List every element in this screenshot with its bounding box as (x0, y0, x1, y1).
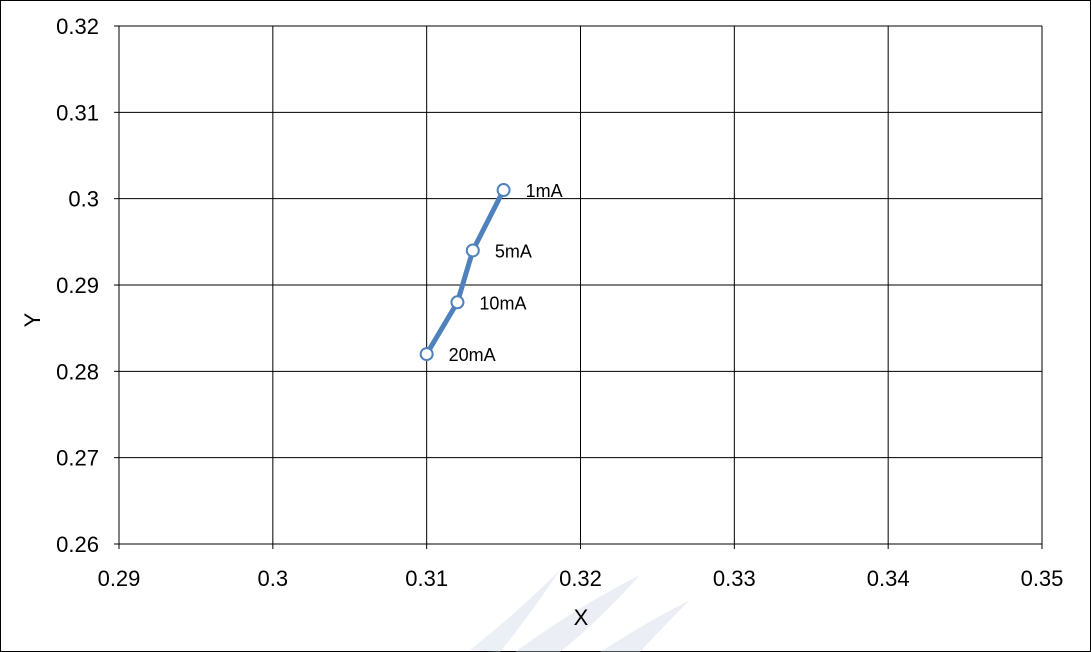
y-tick-label-2: 0.28 (56, 359, 99, 384)
x-tick-label-2: 0.31 (405, 566, 448, 591)
y-tick-label-1: 0.27 (56, 446, 99, 471)
data-label-5mA: 5mA (495, 241, 532, 261)
y-axis-title: Y (20, 312, 45, 327)
tick-labels: 0.29 0.3 0.31 0.32 0.33 0.34 0.35 0.26 0.27 0.28 0… (56, 14, 1063, 591)
x-tick-label-5: 0.34 (867, 566, 910, 591)
data-label-20mA: 20mA (449, 345, 496, 365)
data-point-5mA (465, 243, 480, 258)
series-line-0 (424, 187, 507, 357)
x-tick-label-6: 0.35 (1021, 566, 1064, 591)
y-tick-label-3: 0.29 (56, 273, 99, 298)
watermark (470, 570, 690, 652)
x-tick-label-0: 0.29 (98, 566, 141, 591)
data-series: 1mA 5mA 10mA 20mA (419, 181, 563, 365)
data-label-10mA: 10mA (479, 293, 526, 313)
x-tick-label-4: 0.33 (713, 566, 756, 591)
y-tick-label-6: 0.32 (56, 14, 99, 39)
data-label-1mA: 1mA (526, 181, 563, 201)
x-axis-title: X (574, 605, 589, 630)
data-point-1mA (496, 183, 511, 198)
x-tick-label-3: 0.32 (559, 566, 602, 591)
y-tick-label-0: 0.26 (56, 532, 99, 557)
data-point-20mA (419, 347, 434, 362)
x-tick-label-1: 0.3 (258, 566, 289, 591)
data-point-10mA (450, 295, 465, 310)
y-tick-label-4: 0.3 (68, 187, 99, 212)
y-tick-label-5: 0.31 (56, 100, 99, 125)
axes (114, 25, 1043, 549)
